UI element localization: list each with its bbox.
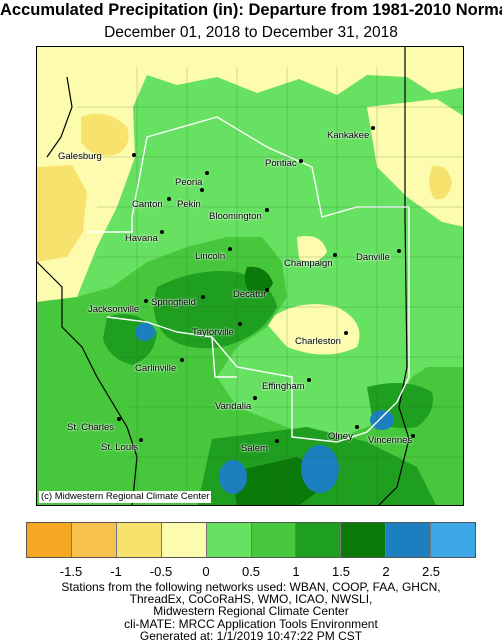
footer-line: Stations from the following networks use…: [61, 580, 441, 594]
city-label-peoria: Peoria: [175, 177, 203, 188]
very-wet-area-southwest: [219, 460, 247, 494]
legend-swatch: [71, 523, 117, 557]
city-markers: [117, 126, 415, 443]
drier-area-east: [429, 166, 452, 200]
city-label-vincennes: Vincennes: [368, 435, 413, 446]
legend-tick-label: 0: [202, 564, 210, 579]
county-lines: [77, 67, 463, 505]
legend-tick-label: 1: [292, 564, 300, 579]
drier-area-west: [37, 165, 87, 262]
dry-area-charleston: [265, 304, 360, 355]
city-label-carlinville: Carlinville: [135, 363, 177, 374]
city-label-decatur: Decatur: [233, 289, 267, 300]
map-graphic: [37, 47, 463, 505]
very-wet-area-salem: [301, 445, 339, 493]
city-label-salem: Salem: [241, 443, 268, 454]
date-range-subtitle: December 01, 2018 to December 31, 2018: [104, 24, 398, 41]
footer-line: cli-MATE: MRCC Application Tools Environ…: [124, 616, 378, 631]
map-credit: (c) Midwestern Regional Climate Center: [39, 491, 212, 503]
city-label-effingham: Effingham: [262, 381, 305, 392]
mississippi-river-border: [37, 261, 138, 505]
dry-area-champaign: [297, 236, 327, 262]
very-wet-area-olney: [370, 410, 394, 430]
legend-swatch: [116, 523, 162, 557]
legend-swatch: [386, 523, 432, 557]
division-outline-south: [211, 336, 237, 378]
legend-swatch: [27, 523, 72, 557]
legend-tick-label: -0.5: [149, 564, 173, 579]
legend-tick-label: 0.5: [241, 564, 261, 579]
legend-tick-label: 1.5: [331, 564, 351, 579]
map-title: Accumulated Precipitation (in): Departur…: [0, 1, 502, 19]
city-label-st-charles: St. Charles: [67, 422, 114, 433]
city-label-kankakee: Kankakee: [327, 130, 370, 141]
legend-swatch: [251, 523, 297, 557]
division-outline-west: [87, 217, 133, 233]
precipitation-map: Kankakee Galesburg Pontiac Peoria Canton…: [36, 46, 464, 506]
wettest-area-decatur: [244, 266, 273, 295]
legend-swatch: [206, 523, 252, 557]
city-label-canton: Canton: [132, 199, 163, 210]
footer-line: ThreadEx, CoCoRaHS, WMO, ICAO, NWSLI,: [129, 592, 373, 607]
city-label-charleston: Charleston: [295, 336, 341, 347]
city-label-pekin: Pekin: [177, 199, 201, 210]
dry-area-top: [212, 47, 337, 73]
legend-swatch: [296, 523, 342, 557]
legend-swatch: [431, 523, 476, 557]
city-label-jacksonville: Jacksonville: [88, 304, 140, 315]
color-legend: [26, 522, 476, 558]
wet-band-south: [37, 237, 463, 505]
footer-line: Generated at: 1/1/2019 10:47:22 PM CST: [139, 628, 363, 643]
drier-area-galesburg: [81, 113, 129, 156]
city-label-taylorville: Taylorville: [192, 327, 234, 338]
footer-notes: Stations from the following networks use…: [0, 581, 502, 642]
legend-tick-label: -1.5: [59, 564, 83, 579]
legend-swatch: [341, 523, 387, 557]
wetter-area-springfield: [153, 271, 277, 349]
legend-tick-label: -1: [110, 564, 122, 579]
footer-line: Midwestern Regional Climate Center: [153, 604, 349, 619]
city-label-galesburg: Galesburg: [58, 151, 102, 162]
city-label-pontiac: Pontiac: [265, 158, 297, 169]
western-state-border: [46, 76, 73, 158]
legend-ticks: -1.5 -1 -0.5 0 0.5 1 1.5 2 2.5: [26, 564, 476, 580]
city-label-olney: Olney: [328, 431, 353, 442]
city-label-danville: Danville: [356, 252, 390, 263]
city-label-st-louis: St. Louis: [101, 442, 138, 453]
city-label-springfield: Springfield: [151, 297, 196, 308]
legend-tick-label: 2.5: [421, 564, 441, 579]
city-label-lincoln: Lincoln: [195, 251, 226, 262]
city-label-havana: Havana: [125, 233, 158, 244]
city-label-bloomington: Bloomington: [209, 211, 262, 222]
legend-swatch: [161, 523, 207, 557]
legend-tick-label: 2: [382, 564, 390, 579]
very-wet-area-jacksonville: [135, 323, 155, 341]
dry-area-north: [37, 47, 463, 302]
city-label-champaign: Champaign: [284, 258, 333, 269]
city-label-vandalia: Vandalia: [215, 401, 252, 412]
